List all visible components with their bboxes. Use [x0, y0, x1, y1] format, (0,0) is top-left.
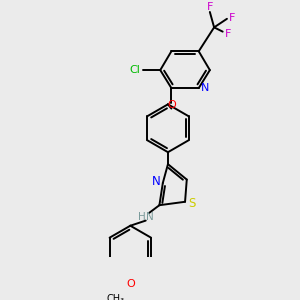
Text: N: N — [200, 83, 209, 93]
Text: O: O — [126, 279, 135, 289]
Text: F: F — [229, 13, 235, 23]
Text: Cl: Cl — [129, 65, 140, 75]
Text: F: F — [225, 29, 231, 39]
Text: H: H — [138, 212, 146, 222]
Text: S: S — [188, 197, 196, 210]
Text: N: N — [152, 175, 160, 188]
Text: F: F — [207, 2, 213, 12]
Text: N: N — [146, 212, 154, 222]
Text: O: O — [167, 100, 176, 110]
Text: CH₃: CH₃ — [107, 294, 125, 300]
